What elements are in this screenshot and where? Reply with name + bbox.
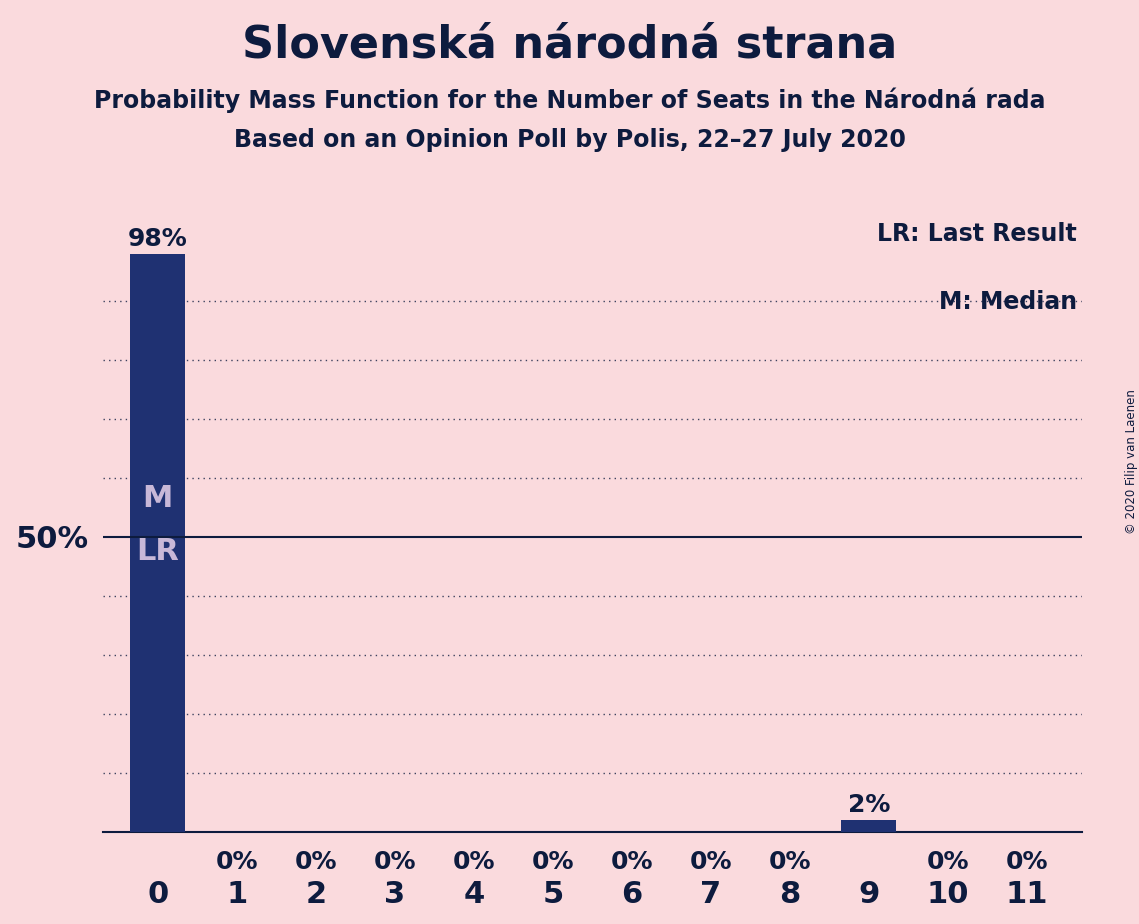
Text: 0%: 0%: [374, 850, 416, 874]
Text: M: Median: M: Median: [939, 290, 1077, 314]
Text: LR: Last Result: LR: Last Result: [877, 222, 1077, 246]
Text: 2%: 2%: [847, 793, 890, 817]
Text: 0%: 0%: [611, 850, 653, 874]
Text: 0%: 0%: [215, 850, 259, 874]
Text: LR: LR: [137, 537, 179, 565]
Text: 0%: 0%: [769, 850, 811, 874]
Text: 0%: 0%: [1006, 850, 1048, 874]
Bar: [130, 254, 186, 832]
Text: 0%: 0%: [689, 850, 732, 874]
Text: Slovenská národná strana: Slovenská národná strana: [241, 23, 898, 67]
Text: © 2020 Filip van Laenen: © 2020 Filip van Laenen: [1124, 390, 1138, 534]
Text: 0%: 0%: [532, 850, 574, 874]
Text: 98%: 98%: [128, 227, 188, 250]
Text: 0%: 0%: [295, 850, 337, 874]
Text: Based on an Opinion Poll by Polis, 22–27 July 2020: Based on an Opinion Poll by Polis, 22–27…: [233, 128, 906, 152]
Text: Probability Mass Function for the Number of Seats in the Národná rada: Probability Mass Function for the Number…: [93, 88, 1046, 114]
Text: 0%: 0%: [452, 850, 495, 874]
Bar: [841, 820, 896, 832]
Text: 0%: 0%: [926, 850, 969, 874]
Text: M: M: [142, 484, 173, 513]
